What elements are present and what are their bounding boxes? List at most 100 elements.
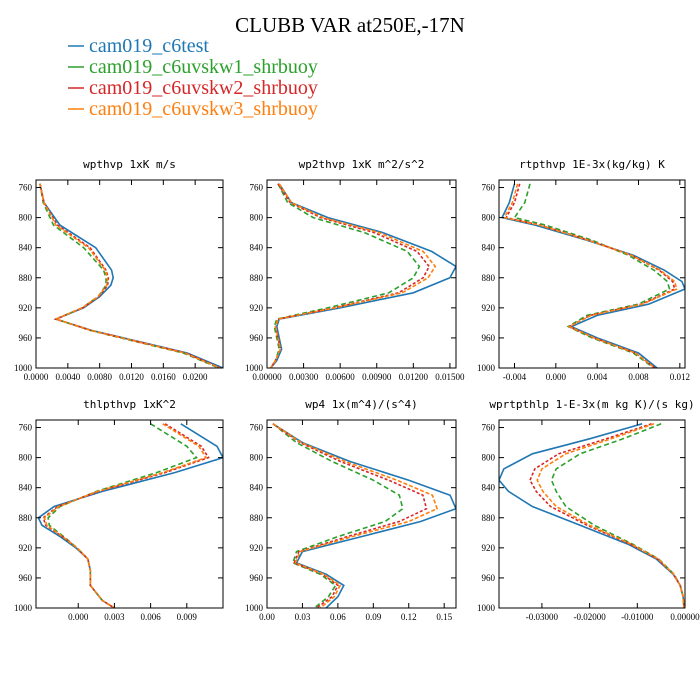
x-tick-label: 0.006 — [140, 612, 161, 622]
y-tick-label: 840 — [250, 243, 264, 253]
plot-frame — [266, 179, 457, 369]
x-tick-label: 0.008 — [628, 372, 649, 382]
y-tick-label: 760 — [19, 183, 33, 193]
panel-title: wp4 1x(m^4)/(s^4) — [305, 398, 418, 411]
series-line — [42, 423, 210, 608]
y-tick-label: 1000 — [14, 363, 33, 373]
series-line — [536, 423, 685, 608]
series-line — [47, 423, 198, 608]
series-line — [270, 183, 456, 368]
x-tick-label: -0.004 — [503, 372, 527, 382]
y-tick-label: 960 — [19, 333, 33, 343]
x-tick-label: 0.00 — [259, 612, 275, 622]
y-tick-label: 960 — [482, 333, 496, 343]
y-tick-label: 800 — [19, 213, 33, 223]
panel-title: wprtpthlp 1-E-3x(m kg K)/(s kg) — [489, 398, 694, 411]
chart-panel: wp4 1x(m^4)/(s^4)76080084088092096010000… — [245, 398, 457, 622]
y-tick-label: 1000 — [14, 603, 33, 613]
x-tick-label: 0.0120 — [119, 372, 144, 382]
y-tick-label: 920 — [250, 303, 264, 313]
plot-frame — [498, 419, 686, 609]
x-tick-label: -0.01000 — [621, 612, 654, 622]
y-tick-label: 920 — [19, 543, 33, 553]
panel-title: wp2thvp 1xK m^2/s^2 — [299, 158, 425, 171]
y-tick-label: 920 — [482, 543, 496, 553]
series-line — [43, 423, 208, 608]
series-line — [272, 423, 428, 608]
y-tick-label: 760 — [482, 183, 496, 193]
x-tick-label: 0.003 — [104, 612, 125, 622]
x-tick-label: -0.03000 — [526, 612, 559, 622]
chart-panel: wp2thvp 1xK m^2/s^2 760 800 840 880 920 960 100… — [245, 158, 465, 382]
series-line — [39, 183, 221, 368]
y-tick-label: 1000 — [245, 603, 264, 613]
x-tick-label: 0.09 — [365, 612, 381, 622]
y-tick-label: 760 — [19, 423, 33, 433]
series-line — [499, 423, 685, 608]
x-tick-label: 0.15 — [436, 612, 452, 622]
legend-entry: cam019_c6uvskw3_shrbuoy — [89, 98, 318, 120]
series-line — [502, 183, 678, 368]
chart-panel: rtpthvp 1E-3x(kg/kg) K 760 800 840 880 920 960… — [477, 158, 690, 382]
y-tick-label: 880 — [19, 513, 33, 523]
legend-entry: cam019_c6uvskw1_shrbuoy — [89, 56, 318, 78]
chart-panel: wpthvp 1xK m/s76080084088092096010000.00… — [14, 158, 224, 382]
y-tick-label: 880 — [250, 273, 264, 283]
series-line — [270, 183, 431, 368]
x-tick-label: 0.01200 — [399, 372, 429, 382]
y-tick-label: 840 — [19, 243, 33, 253]
x-tick-label: 0.0040 — [55, 372, 80, 382]
panel-title: wpthvp 1xK m/s — [83, 158, 176, 171]
x-tick-label: 0.004 — [587, 372, 608, 382]
y-tick-label: 920 — [250, 543, 264, 553]
x-tick-label: 0.00600 — [326, 372, 356, 382]
plot-frame — [35, 179, 224, 369]
x-tick-label: 0.0200 — [183, 372, 208, 382]
x-tick-label: 0.00900 — [362, 372, 392, 382]
series-line — [529, 423, 685, 608]
series-line — [513, 183, 671, 368]
series-line — [272, 423, 439, 608]
y-tick-label: 1000 — [245, 363, 264, 373]
panel-title: thlpthvp 1xK^2 — [83, 398, 176, 411]
y-tick-label: 960 — [482, 573, 496, 583]
y-tick-label: 800 — [250, 213, 264, 223]
y-tick-label: 800 — [250, 453, 264, 463]
y-tick-label: 880 — [19, 273, 33, 283]
y-tick-label: 760 — [250, 183, 264, 193]
x-tick-label: 0.0000 — [24, 372, 49, 382]
plot-frame — [35, 419, 224, 609]
x-tick-label: 0.0160 — [151, 372, 176, 382]
series-line — [270, 183, 437, 368]
x-tick-label: 0.00300 — [289, 372, 319, 382]
chart-panel: thlpthvp 1xK^2 760 800 840 880 920 960 1000 0.00… — [14, 398, 224, 622]
y-tick-label: 840 — [250, 483, 264, 493]
y-tick-label: 960 — [19, 573, 33, 583]
x-tick-label: 0.03 — [295, 612, 311, 622]
y-tick-label: 960 — [250, 573, 264, 583]
y-tick-label: 800 — [19, 453, 33, 463]
y-tick-label: 800 — [482, 213, 496, 223]
series-line — [500, 183, 685, 368]
series-line — [272, 423, 404, 608]
x-tick-label: 0.00000 — [670, 612, 700, 622]
y-tick-label: 800 — [482, 453, 496, 463]
x-tick-label: 0.012 — [670, 372, 690, 382]
plot-frame — [498, 179, 686, 369]
figure-title: CLUBB VAR at250E,-17N — [235, 13, 465, 37]
x-tick-label: 0.0080 — [87, 372, 112, 382]
x-tick-label: 0.12 — [401, 612, 417, 622]
x-tick-label: 0.000 — [68, 612, 89, 622]
series-line — [504, 183, 676, 368]
y-tick-label: 1000 — [477, 363, 496, 373]
y-tick-label: 880 — [482, 273, 496, 283]
x-tick-label: 0.009 — [177, 612, 198, 622]
legend: cam019_c6testcam019_c6uvskw1_shrbuoycam0… — [68, 35, 318, 120]
legend-entry: cam019_c6uvskw2_shrbuoy — [89, 77, 318, 99]
y-tick-label: 920 — [482, 303, 496, 313]
y-tick-label: 880 — [250, 513, 264, 523]
y-tick-label: 920 — [19, 303, 33, 313]
y-tick-label: 960 — [250, 333, 264, 343]
plot-frame — [266, 419, 457, 609]
